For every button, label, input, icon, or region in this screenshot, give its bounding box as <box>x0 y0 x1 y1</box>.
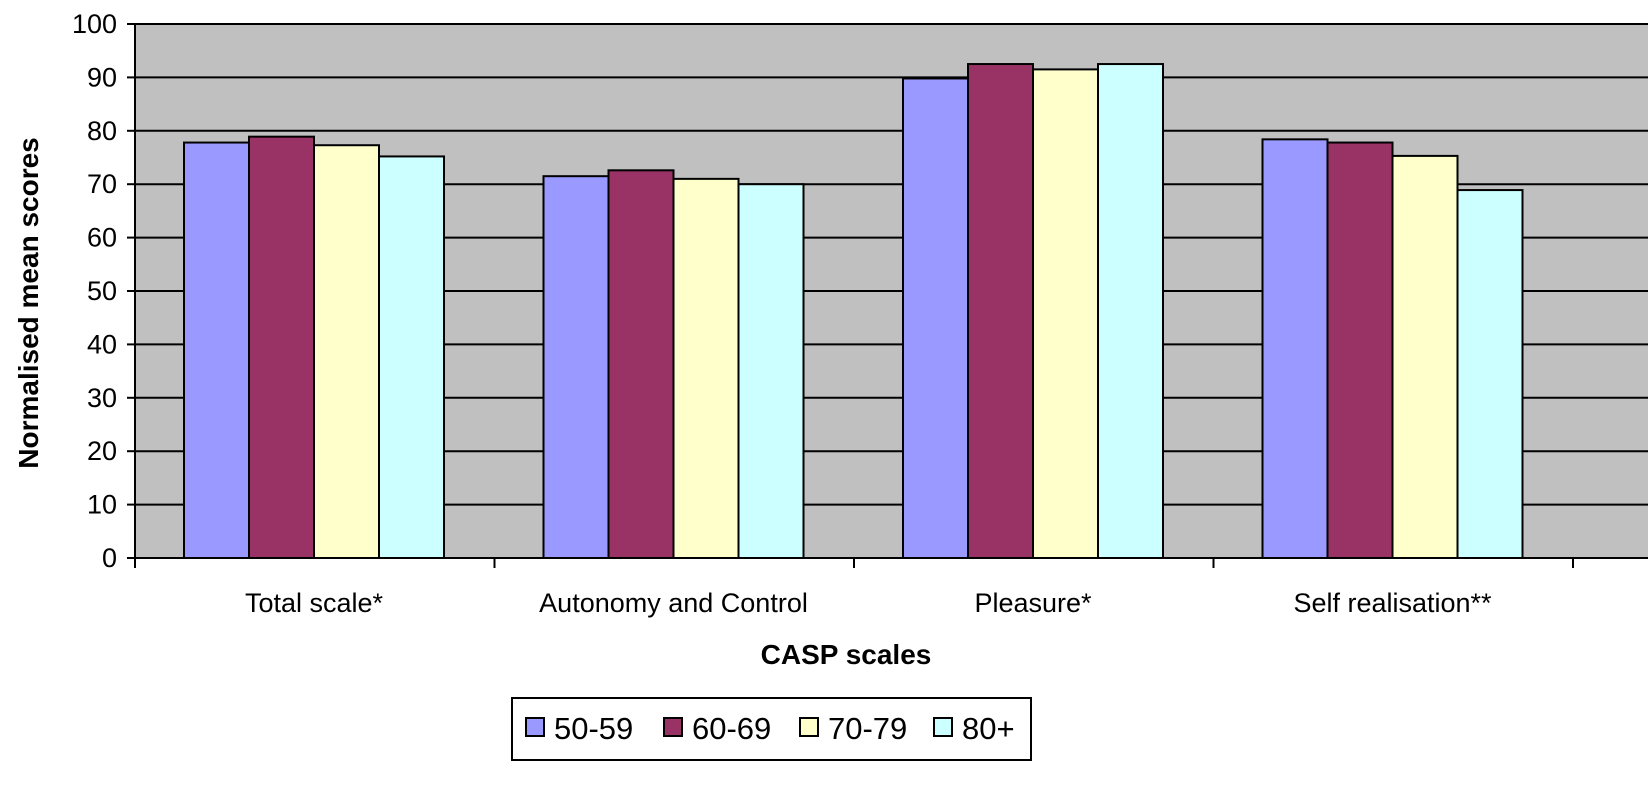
x-category-label: Self realisation** <box>1293 588 1492 618</box>
y-axis-title: Normalised mean scores <box>13 137 44 469</box>
x-category-labels: Total scale* Autonomy and Control Pleasure… <box>245 588 1492 618</box>
legend-swatch-50-59 <box>525 717 545 737</box>
legend-label-60-69: 60-69 <box>692 711 771 746</box>
y-tick-label: 0 <box>102 543 117 573</box>
legend: 50-59 60-69 70-79 80+ <box>511 697 1032 761</box>
y-tick-label: 40 <box>87 329 117 359</box>
axes <box>127 23 1648 568</box>
y-tick-label: 100 <box>72 9 117 39</box>
x-axis-title: CASP scales <box>761 639 932 670</box>
bar-80+-4 <box>1456 189 1524 559</box>
y-tick-label: 50 <box>87 276 117 306</box>
bar-70-79-2 <box>672 177 740 560</box>
legend-swatch-60-69 <box>663 717 683 737</box>
legend-label-50-59: 50-59 <box>554 711 633 746</box>
y-tick-label: 20 <box>87 436 117 466</box>
bar-50-59-1 <box>183 141 250 559</box>
bar-60-69-1 <box>248 135 315 559</box>
legend-swatch-80+ <box>933 717 953 737</box>
x-category-label: Autonomy and Control <box>539 588 808 618</box>
bar-80+-2 <box>737 183 805 559</box>
bar-80+-1 <box>378 155 445 559</box>
bar-50-59-4 <box>1261 138 1329 559</box>
y-tick-label: 60 <box>87 223 117 253</box>
bar-70-79-1 <box>313 144 380 560</box>
bar-50-59-2 <box>542 175 610 559</box>
legend-label-80+: 80+ <box>962 711 1015 746</box>
x-category-label: Pleasure* <box>974 588 1092 618</box>
legend-label-70-79: 70-79 <box>828 711 907 746</box>
bar-80+-3 <box>1097 63 1164 560</box>
y-tick-label: 10 <box>87 490 117 520</box>
bar-50-59-3 <box>902 77 969 560</box>
y-tick-label: 70 <box>87 169 117 199</box>
bar-60-69-4 <box>1326 141 1394 559</box>
x-category-label: Total scale* <box>245 588 384 618</box>
bar-70-79-4 <box>1391 154 1459 559</box>
y-tick-label: 80 <box>87 116 117 146</box>
legend-swatch-70-79 <box>799 717 819 737</box>
y-tick-labels: 0 10 20 30 40 50 60 70 80 90 100 <box>72 9 117 573</box>
bars <box>183 63 1524 560</box>
y-tick-label: 30 <box>87 383 117 413</box>
y-tick-label: 90 <box>87 62 117 92</box>
bar-60-69-3 <box>967 63 1034 560</box>
bar-70-79-3 <box>1032 68 1099 559</box>
bar-60-69-2 <box>607 169 675 559</box>
